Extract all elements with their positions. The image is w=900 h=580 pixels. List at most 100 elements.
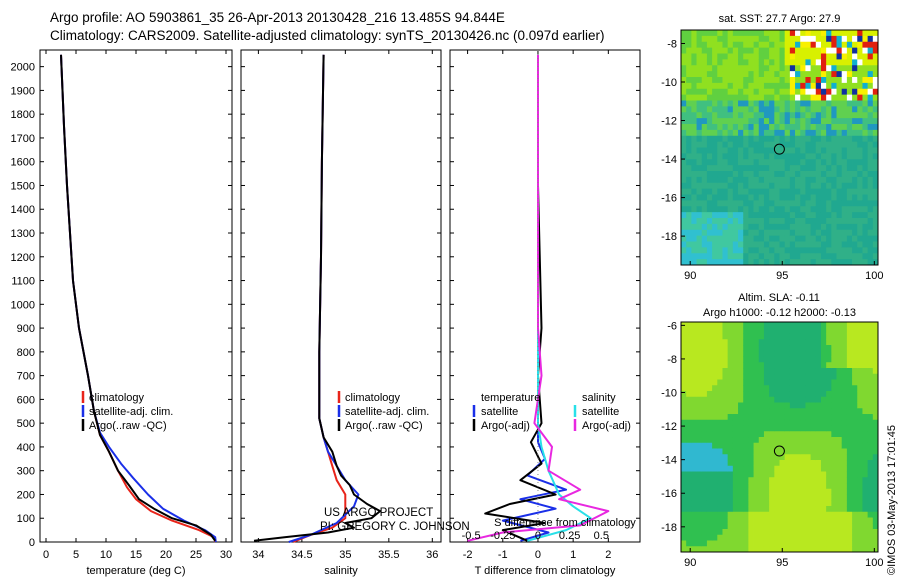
s-tick-label: -0.25 <box>490 530 515 542</box>
map-cell <box>696 396 703 403</box>
map-cell <box>846 506 853 513</box>
map-cell <box>774 212 780 219</box>
map-cell <box>727 465 734 472</box>
map-cell <box>779 339 786 346</box>
map-cell <box>738 100 744 107</box>
map-cell <box>815 118 822 125</box>
map-cell <box>815 448 822 455</box>
map-cell <box>805 327 811 334</box>
map-cell <box>706 53 713 60</box>
map-cell <box>722 333 729 340</box>
map-cell <box>857 339 863 346</box>
map-cell <box>800 182 806 190</box>
map-cell <box>732 259 739 266</box>
map-cell <box>857 106 863 113</box>
map-cell <box>774 200 780 207</box>
map-cell <box>763 322 770 329</box>
map-cell <box>691 171 697 178</box>
map-cell <box>800 379 806 386</box>
x-tick-label: 0 <box>535 549 541 561</box>
map-cell <box>815 124 822 131</box>
x-tick-label: 2 <box>605 549 611 561</box>
map-cell <box>753 483 760 490</box>
map-cell <box>831 171 837 178</box>
map-cell <box>857 379 863 386</box>
map-cell <box>758 333 765 340</box>
map-cell <box>769 118 775 125</box>
map-cell <box>706 94 713 101</box>
map-cell <box>701 41 708 49</box>
map-cell <box>862 159 869 166</box>
map-cell <box>836 471 843 478</box>
map-cell <box>857 408 863 415</box>
map-cell <box>872 53 879 60</box>
map-cell <box>820 41 827 49</box>
map-cell <box>857 460 863 467</box>
map-cell <box>826 118 832 125</box>
map-cell <box>784 147 791 154</box>
map-cell <box>820 118 827 125</box>
map-cell <box>748 454 754 461</box>
map-cell <box>867 322 874 329</box>
map-cell <box>846 71 853 78</box>
salinity-legend: climatology satellite-adj. clim. Argo(..… <box>337 391 429 432</box>
map-cell <box>867 176 874 184</box>
map-cell <box>712 391 718 398</box>
map-cell <box>701 147 708 154</box>
map-cell <box>826 212 832 219</box>
map-cell <box>738 188 744 195</box>
map-cell <box>769 483 775 490</box>
map-cell <box>681 419 687 426</box>
map-cell <box>805 465 811 472</box>
map-cell <box>867 454 874 461</box>
map-cell <box>738 194 744 201</box>
map-cell <box>810 506 817 513</box>
y-tick-label: 100 <box>17 513 35 525</box>
map-cell <box>727 206 734 213</box>
map-cell <box>810 385 817 392</box>
map-cell <box>769 379 775 386</box>
map-cell <box>748 229 754 237</box>
map-cell <box>862 500 869 507</box>
map-cell <box>748 88 754 96</box>
map-cell <box>820 396 827 403</box>
map-cell <box>753 141 760 148</box>
map-cell <box>831 460 837 467</box>
map-cell <box>805 529 811 536</box>
map-cell <box>862 235 869 242</box>
map-cell <box>800 53 806 60</box>
map-cell <box>738 327 744 334</box>
map-cell <box>857 488 863 495</box>
map-cell <box>815 327 822 334</box>
map-cell <box>748 153 754 160</box>
map-cell <box>867 362 874 369</box>
map-cell <box>841 402 848 409</box>
map-cell <box>732 494 739 501</box>
map-cell <box>743 322 749 329</box>
map-cell <box>862 540 869 547</box>
map-cell <box>743 471 749 478</box>
map-cell <box>732 368 739 375</box>
map-cell <box>758 212 765 219</box>
map-cell <box>732 471 739 478</box>
map-cell <box>779 333 786 340</box>
map-cell <box>826 408 832 415</box>
map-cell <box>831 206 837 213</box>
map-cell <box>774 106 780 113</box>
map-cell <box>862 88 869 96</box>
map-y-tick-label: -8 <box>667 38 677 50</box>
map-cell <box>800 506 806 513</box>
map-cell <box>738 402 744 409</box>
map-cell <box>784 82 791 90</box>
map-cell <box>748 147 754 154</box>
map-cell <box>826 71 832 78</box>
map-cell <box>691 129 697 137</box>
map-cell <box>758 30 765 37</box>
map-cell <box>763 494 770 501</box>
map-cell <box>763 540 770 547</box>
map-cell <box>789 206 796 213</box>
map-cell <box>862 529 869 536</box>
map-cell <box>712 212 718 219</box>
credit-pi: PI: GREGORY C. JOHNSON <box>320 521 470 533</box>
map-cell <box>836 460 843 467</box>
